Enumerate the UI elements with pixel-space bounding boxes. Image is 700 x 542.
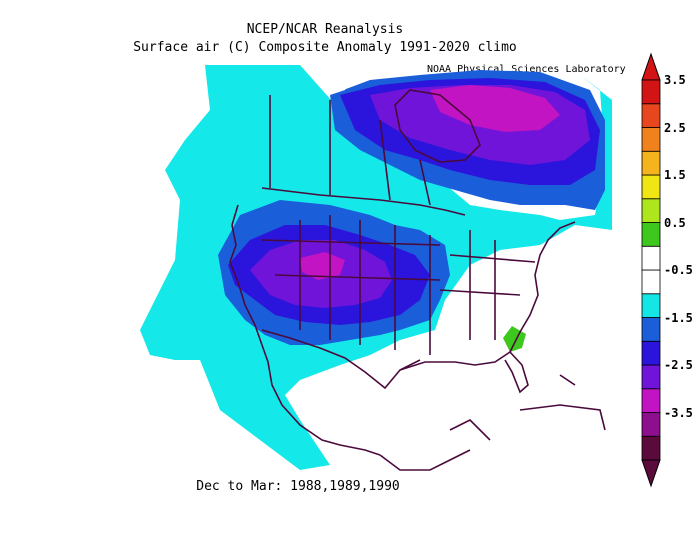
- colorbar-swatch: [641, 198, 661, 223]
- colorbar-swatch: [641, 222, 661, 247]
- colorbar-arrow-bottom: [641, 459, 661, 488]
- colorbar-tick-label: 3.5: [664, 73, 686, 87]
- magenta-anomaly-north: [430, 85, 560, 132]
- neutral-region: [300, 65, 350, 95]
- colorbar-swatch: [641, 412, 661, 437]
- colorbar-swatch: [641, 388, 661, 413]
- chart-title: NCEP/NCAR Reanalysis: [246, 22, 404, 37]
- caribbean-islands: [519, 374, 606, 431]
- period-label: Dec to Mar: 1988,1989,1990: [196, 479, 400, 494]
- colorbar-swatch: [641, 435, 661, 461]
- colorbar-arrow-top: [641, 52, 661, 81]
- hudson-bay: [394, 89, 481, 163]
- boundaries: [229, 89, 606, 471]
- colorbar-swatch: [641, 127, 661, 152]
- us-mexico-border: [261, 329, 421, 390]
- credit-label: NOAA Physical Sciences Laboratory: [427, 64, 626, 75]
- west-coastline: [229, 204, 381, 456]
- colorbar-swatch: [641, 103, 661, 128]
- colorbar-tick-label: 1.5: [664, 168, 686, 182]
- colorbar-tick-label: -3.5: [664, 405, 693, 420]
- colorbar-swatch: [641, 340, 661, 366]
- colorbar-swatch: [641, 150, 661, 176]
- colorbar-swatch: [641, 293, 661, 318]
- magenta-anomaly-west: [300, 252, 345, 280]
- colorbar-swatch: [641, 317, 661, 342]
- colorbar-swatch: [641, 364, 661, 390]
- mexico-coast: [379, 419, 491, 471]
- state-lines: [261, 215, 536, 355]
- colorbar-tick-label: -0.5: [664, 263, 693, 277]
- colorbar-swatch: [641, 174, 661, 200]
- colorbar-swatch: [641, 79, 661, 105]
- canada-provinces: [269, 95, 431, 206]
- chart-subtitle: Surface air (C) Composite Anomaly 1991-2…: [133, 40, 517, 55]
- colorbar-tick-label: 2.5: [664, 120, 686, 135]
- colorbar-swatch: [641, 245, 661, 271]
- east-coast: [509, 221, 576, 353]
- canada-border: [261, 187, 466, 216]
- colorbar-tick-label: -1.5: [664, 310, 693, 325]
- colorbar-swatch: [641, 269, 661, 295]
- colorbar-tick-label: 0.5: [664, 215, 686, 230]
- colorbar-tick-label: -2.5: [664, 358, 693, 372]
